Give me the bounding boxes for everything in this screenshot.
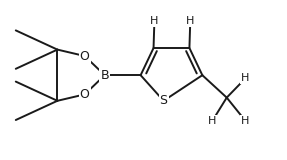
Text: S: S xyxy=(160,94,168,107)
Text: H: H xyxy=(208,116,217,126)
Text: B: B xyxy=(100,69,109,82)
Text: H: H xyxy=(186,16,195,26)
Text: O: O xyxy=(80,88,90,101)
Text: H: H xyxy=(241,116,250,126)
Text: H: H xyxy=(241,73,250,83)
Text: O: O xyxy=(80,49,90,63)
Text: H: H xyxy=(150,16,159,26)
